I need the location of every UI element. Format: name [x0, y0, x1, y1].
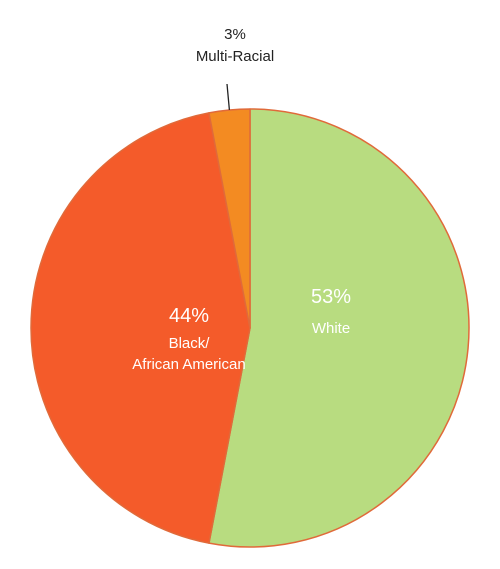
category-label-white: White	[312, 320, 350, 337]
category-label-multi-racial: Multi-Racial	[196, 48, 274, 65]
value-label-multi-racial: 3%	[224, 26, 246, 43]
pie-labels: 53% White 44% Black/African American 3% Multi…	[132, 26, 351, 373]
category-label-black-african-american-2: African American	[132, 356, 245, 373]
pie-slices	[30, 108, 470, 548]
slice-multi-racial	[208, 108, 251, 329]
leader-line-multi-racial	[226, 83, 231, 111]
slice-black-african-american	[30, 112, 251, 544]
category-label-black-african-american-1: Black/	[169, 335, 211, 352]
value-label-black-african-american: 44%	[169, 305, 209, 327]
slice-white	[208, 108, 470, 548]
value-label-white: 53%	[311, 286, 351, 308]
